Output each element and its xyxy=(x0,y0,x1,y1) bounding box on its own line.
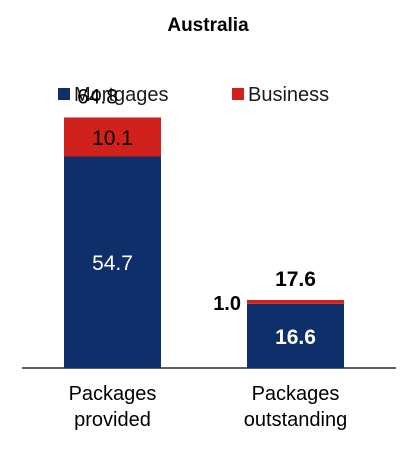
category-label-1-line2: outstanding xyxy=(244,409,347,431)
bar-business-0 xyxy=(64,117,161,157)
legend-label-mortgages: Mortgages xyxy=(74,84,169,106)
category-label-0-line2: provided xyxy=(74,409,151,431)
data-label-business-0: 10.1 xyxy=(92,127,133,150)
data-label-business-1: 1.0 xyxy=(213,293,241,315)
bar-business-1 xyxy=(247,299,344,304)
legend-swatch-business xyxy=(232,88,244,100)
total-label-0: 64.8 xyxy=(77,85,118,108)
chart-title: Australia xyxy=(167,15,249,36)
legend-swatch-mortgages xyxy=(58,88,70,100)
bar-mortgages-1 xyxy=(247,303,344,368)
bar-mortgages-0 xyxy=(64,156,161,368)
category-label-1-line1: Packages xyxy=(252,383,340,405)
legend-label-business: Business xyxy=(248,84,329,106)
total-label-1: 17.6 xyxy=(275,268,316,291)
data-label-mortgages-0: 54.7 xyxy=(92,252,133,275)
category-label-0-line1: Packages xyxy=(69,383,157,405)
data-label-mortgages-1: 16.6 xyxy=(275,326,316,349)
